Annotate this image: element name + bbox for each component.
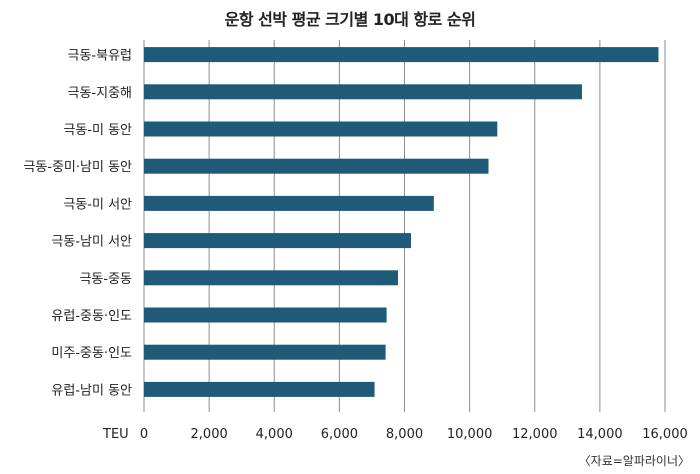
bar <box>144 47 659 63</box>
category-label: 미주-중동·인도 <box>51 346 132 361</box>
category-label: 극동-미 동안 <box>63 123 132 138</box>
category-label: 극동-미 서안 <box>63 197 132 212</box>
x-tick-label: 0 <box>140 427 148 442</box>
x-tick-label: 8,000 <box>386 427 423 442</box>
category-label: 유럽-중동·인도 <box>51 309 132 324</box>
bar <box>144 233 412 249</box>
x-tick-label: 2,000 <box>191 427 228 442</box>
bar <box>144 344 386 360</box>
bar <box>144 121 498 137</box>
bar <box>144 307 387 323</box>
category-label: 극동-중미·남미 동안 <box>23 160 132 175</box>
x-tick-label: 6,000 <box>321 427 358 442</box>
x-axis-unit-label: TEU <box>102 427 129 442</box>
category-label: 극동-지중해 <box>68 86 133 101</box>
category-label: 유럽-남미 동안 <box>51 383 132 398</box>
bar <box>144 158 489 174</box>
source-note: 〈자료=알파라이너〉 <box>578 454 690 468</box>
x-tick-label: 12,000 <box>512 427 558 442</box>
bar <box>144 381 375 397</box>
x-tick-label: 14,000 <box>577 427 623 442</box>
category-label: 극동-중동 <box>79 272 132 287</box>
bar <box>144 84 582 100</box>
bar <box>144 270 398 286</box>
x-tick-label: 4,000 <box>256 427 293 442</box>
x-tick-labels: 0 2,000 4,000 6,000 8,000 10,000 12,000 14,000 1… <box>140 427 688 442</box>
bars <box>144 47 659 397</box>
x-tick-label: 10,000 <box>447 427 493 442</box>
chart-title: 운항 선박 평균 크기별 10대 항로 순위 <box>224 10 476 29</box>
category-label: 극동-북유럽 <box>68 49 133 64</box>
category-label: 극동-남미 서안 <box>51 235 132 250</box>
bar <box>144 195 434 211</box>
x-tick-label: 16,000 <box>642 427 688 442</box>
